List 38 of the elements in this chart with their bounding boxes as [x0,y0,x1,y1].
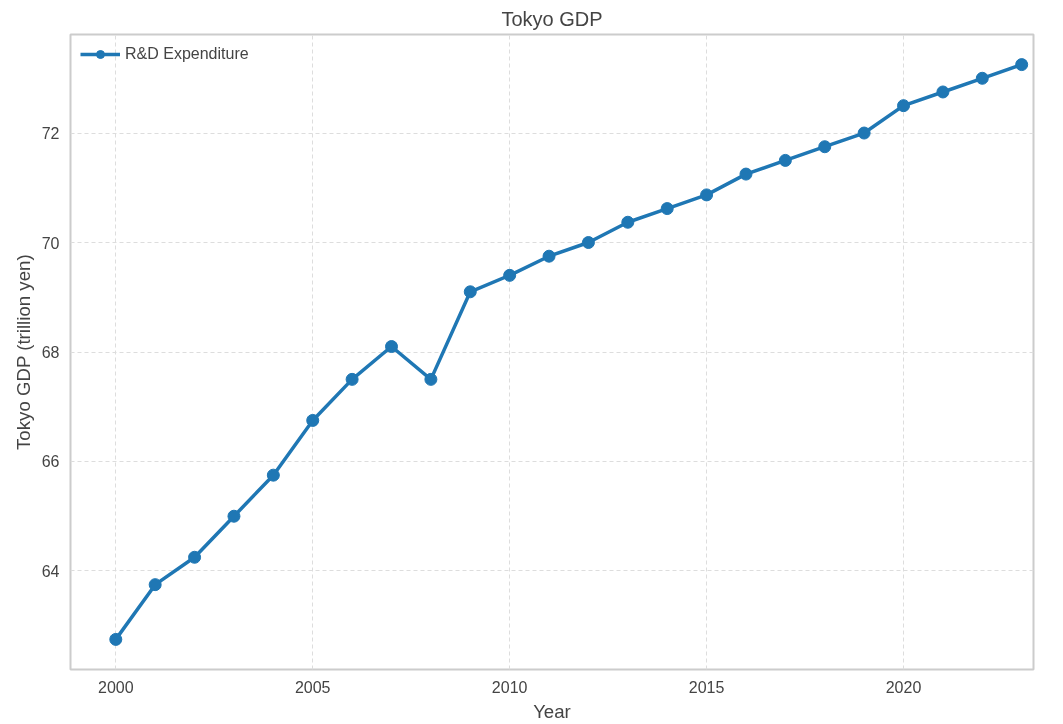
point [818,140,832,154]
point [148,578,162,592]
point [542,249,556,263]
y-tick-label: 64 [41,562,60,580]
point [503,268,517,282]
y-tick-label: 68 [41,344,60,361]
point [463,285,477,299]
point [857,126,871,140]
point [975,71,989,85]
point [109,632,123,646]
point [424,372,438,386]
y-axis-title: Tokyo GDP (trillion yen) [12,254,34,450]
y-tick-label: 72 [41,125,60,143]
point [345,372,359,386]
x-tick-label: 2000 [98,678,134,696]
point [385,340,398,354]
point [306,413,320,427]
x-tick-label: 2005 [294,678,331,696]
point [581,236,595,250]
y-tick-label: 66 [41,453,60,471]
point [660,202,674,216]
point [778,153,792,167]
point [936,85,950,99]
x-tick-label: 2015 [688,678,725,696]
point [739,167,753,181]
point [188,550,202,564]
point [700,188,714,202]
chart-title: Tokyo GDP [501,7,603,30]
point [1015,58,1029,72]
point [266,468,280,482]
x-axis-title: Year [533,700,571,722]
x-tick-label: 2010 [491,678,528,696]
x-tick-label: 2020 [885,678,922,696]
legend-label: R&D Expenditure [125,45,249,63]
point [897,99,911,113]
y-tick-label: 70 [41,234,60,252]
point [227,509,241,523]
point [621,215,635,229]
